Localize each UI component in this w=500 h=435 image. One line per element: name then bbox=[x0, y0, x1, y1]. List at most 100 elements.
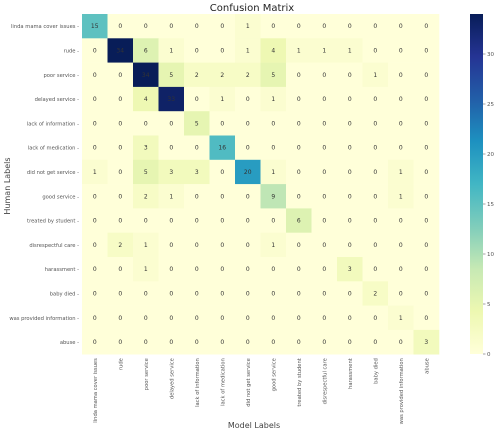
heatmap-cell bbox=[209, 257, 236, 282]
cell-value: 0 bbox=[399, 266, 403, 273]
y-tick-label: poor service - bbox=[43, 73, 79, 79]
heatmap-cell bbox=[362, 135, 389, 161]
cell-value: 0 bbox=[271, 266, 275, 273]
cell-value: 0 bbox=[195, 23, 199, 30]
cell-value: 0 bbox=[424, 23, 428, 30]
cell-value: 0 bbox=[348, 23, 352, 30]
cell-value: 0 bbox=[93, 47, 97, 54]
heatmap-cell bbox=[286, 184, 312, 209]
cell-value: 1 bbox=[271, 242, 275, 249]
heatmap-cell bbox=[82, 38, 108, 63]
y-tick-label: delayed service - bbox=[35, 97, 80, 103]
y-tick-label: was provided information - bbox=[9, 316, 79, 322]
cell-value: 1 bbox=[348, 47, 352, 54]
heatmap-cell bbox=[82, 111, 108, 136]
heatmap-cell bbox=[260, 184, 287, 209]
heatmap-cell bbox=[235, 111, 261, 136]
heatmap-cell bbox=[337, 38, 363, 63]
cell-value: 0 bbox=[322, 193, 326, 200]
cell-value: 0 bbox=[424, 290, 428, 297]
cell-value: 0 bbox=[322, 242, 326, 249]
cell-value: 0 bbox=[144, 339, 148, 346]
heatmap-cell bbox=[286, 232, 312, 258]
heatmap-cell bbox=[158, 329, 185, 355]
y-tick-label: rude - bbox=[64, 48, 80, 54]
y-tick-label: abuse - bbox=[60, 340, 79, 346]
cell-value: 0 bbox=[373, 96, 377, 103]
cell-value: 0 bbox=[424, 266, 428, 273]
y-tick-label: did not get service - bbox=[27, 170, 79, 176]
cell-value: 0 bbox=[297, 339, 301, 346]
chart-title: Confusion Matrix bbox=[210, 3, 294, 14]
cell-value: 0 bbox=[322, 315, 326, 322]
heatmap-cell bbox=[286, 38, 312, 63]
cell-value: 0 bbox=[373, 218, 377, 225]
cell-value: 0 bbox=[322, 96, 326, 103]
cell-value: 0 bbox=[93, 72, 97, 79]
cell-value: 0 bbox=[271, 145, 275, 152]
heatmap-cell bbox=[209, 184, 236, 209]
cell-value: 0 bbox=[373, 242, 377, 249]
cell-value: 0 bbox=[399, 72, 403, 79]
heatmap-cell bbox=[337, 184, 363, 209]
cell-value: 0 bbox=[195, 290, 199, 297]
y-tick-label: lack of information - bbox=[27, 121, 79, 127]
cell-value: 0 bbox=[322, 218, 326, 225]
cell-value: 0 bbox=[118, 339, 122, 346]
cell-value: 3 bbox=[169, 169, 173, 176]
heatmap-cell bbox=[362, 86, 389, 112]
heatmap-cell bbox=[388, 62, 414, 88]
cell-value: 0 bbox=[399, 23, 403, 30]
cell-value: 1 bbox=[322, 47, 326, 54]
cell-value: 0 bbox=[220, 169, 224, 176]
cell-value: 0 bbox=[297, 266, 301, 273]
heatmap-cell bbox=[260, 38, 287, 63]
heatmap-cell bbox=[362, 208, 389, 233]
heatmap-cell bbox=[260, 135, 287, 161]
heatmap-cell bbox=[184, 257, 210, 282]
cell-value: 5 bbox=[144, 169, 148, 176]
heatmap-cell bbox=[260, 159, 287, 185]
heatmap-cell bbox=[107, 38, 134, 63]
heatmap-cell bbox=[286, 305, 312, 331]
cell-value: 0 bbox=[220, 47, 224, 54]
heatmap-cell bbox=[388, 86, 414, 112]
cell-value: 0 bbox=[93, 96, 97, 103]
heatmap-cell bbox=[82, 232, 108, 258]
cell-value: 3 bbox=[195, 169, 199, 176]
heatmap-cell bbox=[133, 14, 159, 39]
heatmap-cell bbox=[158, 281, 185, 306]
cell-value: 0 bbox=[220, 23, 224, 30]
cell-value: 0 bbox=[322, 120, 326, 127]
y-tick-label: harassment - bbox=[45, 267, 79, 273]
heatmap-cell bbox=[337, 257, 363, 282]
cell-value: 0 bbox=[348, 242, 352, 249]
cell-value: 0 bbox=[297, 315, 301, 322]
y-tick-label: linda mama cover issues - bbox=[11, 24, 79, 30]
heatmap-cell bbox=[388, 38, 414, 63]
colorbar-tick-label: 20 bbox=[487, 152, 494, 158]
heatmap-cells bbox=[82, 14, 440, 355]
cell-value: 0 bbox=[246, 96, 250, 103]
heatmap-cell bbox=[311, 281, 338, 306]
heatmap-cell bbox=[158, 232, 185, 258]
y-tick-label: good service - bbox=[42, 194, 79, 200]
cell-value: 0 bbox=[93, 145, 97, 152]
heatmap-cell bbox=[107, 305, 134, 331]
cell-value: 0 bbox=[322, 266, 326, 273]
cell-value: 4 bbox=[271, 47, 275, 54]
heatmap-cell bbox=[107, 14, 134, 39]
heatmap-cell bbox=[158, 208, 185, 233]
heatmap-cell bbox=[133, 184, 159, 209]
heatmap-cell bbox=[158, 159, 185, 185]
cell-value: 0 bbox=[195, 339, 199, 346]
x-tick-label: delayed service bbox=[169, 358, 175, 399]
cell-value: 1 bbox=[271, 169, 275, 176]
heatmap-cell bbox=[311, 62, 338, 88]
colorbar bbox=[470, 14, 483, 354]
cell-value: 0 bbox=[424, 315, 428, 322]
cell-value: 0 bbox=[246, 315, 250, 322]
cell-value: 0 bbox=[169, 218, 173, 225]
heatmap-cell bbox=[413, 281, 440, 306]
cell-value: 2 bbox=[373, 290, 377, 297]
